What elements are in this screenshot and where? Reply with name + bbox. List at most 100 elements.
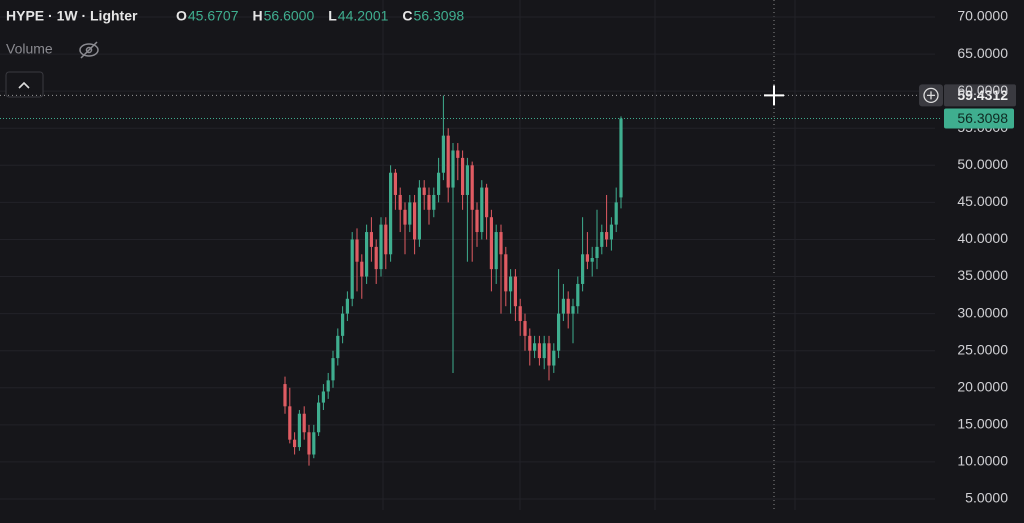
candle-body xyxy=(365,232,369,277)
y-tick-label: 40.0000 xyxy=(957,230,1008,246)
ohlc-value: 44.2001 xyxy=(338,8,389,24)
candle-body xyxy=(437,172,441,195)
candle-body xyxy=(489,217,493,270)
ohlc-value: 56.3098 xyxy=(414,8,465,24)
candle-body xyxy=(609,224,613,240)
plot xyxy=(0,16,935,500)
candle-body xyxy=(504,254,508,292)
y-tick-label: 35.0000 xyxy=(957,267,1008,283)
ohlc-key: L xyxy=(328,8,337,24)
candle-body xyxy=(441,135,445,173)
candle-body xyxy=(345,298,349,314)
candle-body xyxy=(398,194,402,210)
ohlc-key: C xyxy=(402,8,412,24)
candle-body xyxy=(427,194,431,210)
candle-body xyxy=(600,232,604,247)
candle-body xyxy=(355,239,359,262)
hide-icon[interactable] xyxy=(79,41,99,59)
candle-body xyxy=(393,172,397,195)
candle-body xyxy=(403,209,407,225)
candle-body xyxy=(389,172,393,255)
y-tick-label: 45.0000 xyxy=(957,193,1008,209)
candle-body xyxy=(417,187,421,240)
candle-body xyxy=(581,254,585,284)
candle-body xyxy=(480,187,484,233)
y-tick-label: 70.0000 xyxy=(957,8,1008,24)
candle-body xyxy=(283,384,287,407)
candle-body xyxy=(331,358,335,381)
candle-body xyxy=(360,261,364,277)
candle-body xyxy=(533,343,537,351)
y-tick-label: 65.0000 xyxy=(957,45,1008,61)
candle-body xyxy=(590,258,594,262)
candle-body xyxy=(408,202,412,225)
candle-body xyxy=(422,187,426,195)
ohlc-key: O xyxy=(176,8,187,24)
candle-body xyxy=(485,187,489,218)
candle-body xyxy=(461,157,465,195)
candle-body xyxy=(374,246,378,270)
candle-body xyxy=(369,232,373,247)
candle-body xyxy=(350,239,354,299)
candle-body xyxy=(307,432,311,455)
candle-body xyxy=(465,165,469,195)
candle-body xyxy=(576,283,580,307)
candle-body xyxy=(561,298,565,314)
candle-body xyxy=(566,298,570,314)
candle-body xyxy=(547,343,551,366)
candle-body xyxy=(509,276,513,292)
y-tick-label: 30.0000 xyxy=(957,304,1008,320)
candle-body xyxy=(288,406,292,440)
candle-body xyxy=(384,224,388,255)
candle-body xyxy=(585,254,589,262)
candle-body xyxy=(557,313,561,351)
crosshair: 59.4312 xyxy=(0,84,1016,107)
last-price-box xyxy=(944,108,1014,129)
candle-body xyxy=(518,306,522,322)
crosshair-cursor xyxy=(764,85,784,106)
candle-body xyxy=(523,321,527,336)
symbol-title: HYPE · 1W · Lighter xyxy=(6,8,138,24)
candle-body xyxy=(619,118,623,198)
candle-body xyxy=(499,232,503,255)
candle-body xyxy=(528,335,532,351)
ohlc-key: H xyxy=(253,8,263,24)
candle-body xyxy=(297,413,301,448)
candle-body xyxy=(312,432,316,455)
candle-body xyxy=(317,402,321,433)
y-tick-label: 5.0000 xyxy=(965,490,1008,506)
candle-body xyxy=(571,306,575,314)
add-icon xyxy=(923,87,939,104)
candle-body xyxy=(446,135,450,188)
candle-body xyxy=(341,313,345,336)
legend: HYPE · 1W · Lighter Volume xyxy=(5,8,138,98)
y-tick-label: 60.0000 xyxy=(957,82,1008,98)
candle-body xyxy=(494,232,498,270)
candle-body xyxy=(552,350,556,366)
ohlc-value: 56.6000 xyxy=(264,8,315,24)
candle-body xyxy=(293,439,297,448)
candle-body xyxy=(379,224,383,270)
last-price-label: 56.3098 xyxy=(957,110,1008,126)
candle-body xyxy=(413,202,417,240)
volume-label: Volume xyxy=(6,41,53,57)
candle-body xyxy=(537,343,541,359)
ohlc-value: 45.6707 xyxy=(188,8,239,24)
candle-body xyxy=(321,391,325,403)
candle-body xyxy=(432,194,436,210)
y-tick-label: 20.0000 xyxy=(957,378,1008,394)
candle-body xyxy=(326,380,330,392)
candle-body xyxy=(470,165,474,210)
candle-body xyxy=(542,343,546,359)
candle-body xyxy=(614,202,618,225)
candle-body xyxy=(451,150,455,188)
y-tick-label: 50.0000 xyxy=(957,156,1008,172)
collapse-icon xyxy=(18,81,30,89)
y-tick-label: 25.0000 xyxy=(957,341,1008,357)
candle-body xyxy=(513,276,517,307)
crosshair-price-label: 59.4312 xyxy=(957,87,1008,103)
candle-body xyxy=(302,413,306,433)
